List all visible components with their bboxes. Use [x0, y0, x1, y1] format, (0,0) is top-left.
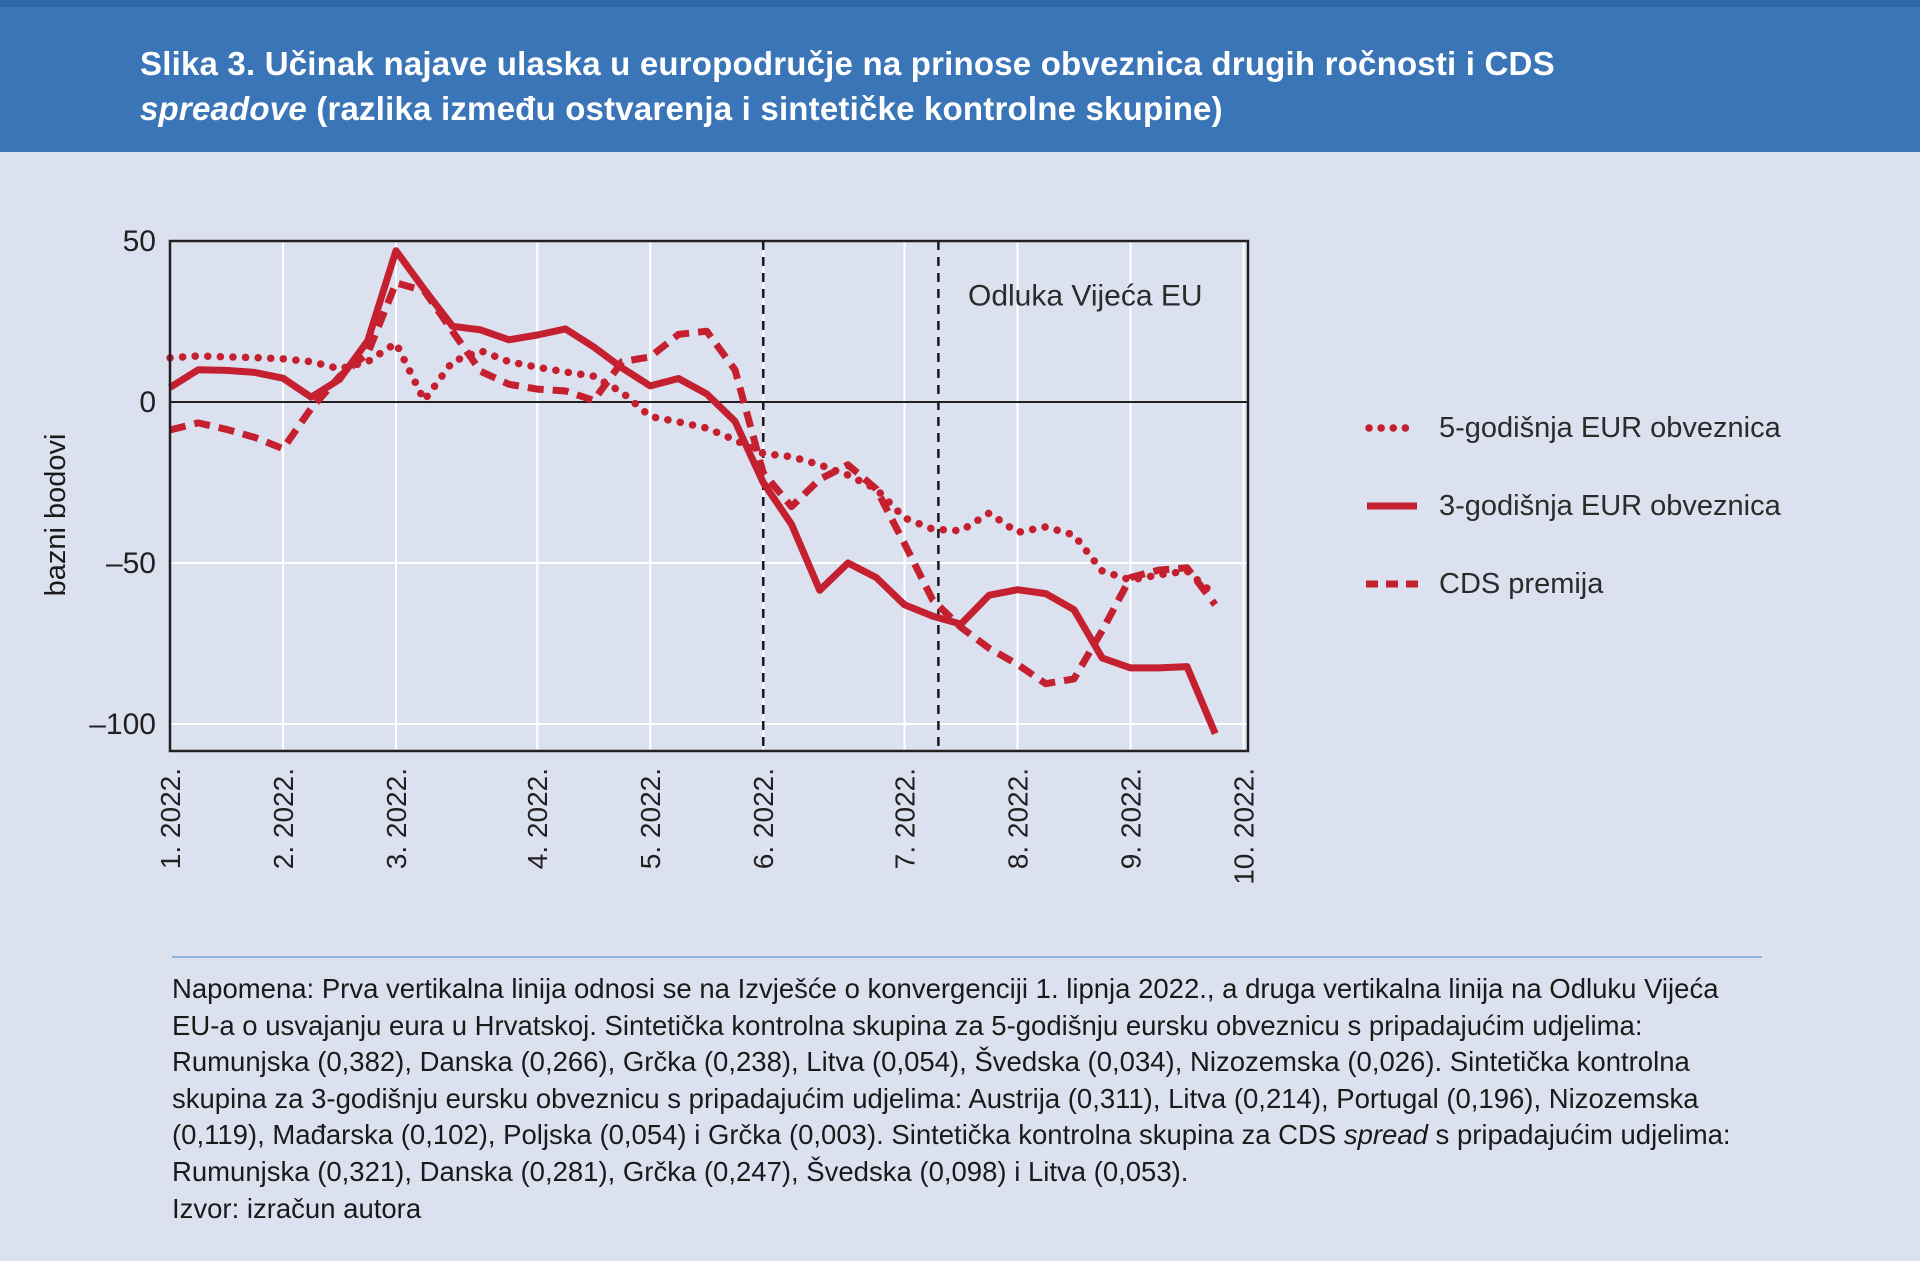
y-tick-label: –50: [106, 547, 156, 580]
note-italic: spread: [1343, 1119, 1428, 1150]
legend-swatch-dotted-icon: [1365, 424, 1419, 432]
y-tick-label: –100: [89, 708, 156, 741]
legend-label: 5-godišnja EUR obveznica: [1439, 411, 1781, 444]
series-line-dotted: [166, 339, 1219, 599]
x-tick-label: 6. 2022.: [748, 768, 779, 869]
series-line-solid: [168, 247, 1219, 735]
y-tick-label: 50: [123, 225, 156, 258]
x-tick-label: 10. 2022.: [1228, 768, 1259, 885]
x-tick-label: 8. 2022.: [1002, 768, 1033, 869]
figure-title: Slika 3. Učinak najave ulaska u europodr…: [140, 41, 1560, 131]
annotation-odluka-vijeca-eu: Odluka Vijeća EU: [968, 279, 1203, 312]
y-tick-label: 0: [139, 386, 156, 419]
line-chart: 50 0 –50 –100 1. 2022. 2. 2022. 3. 2022. 4. 202…: [40, 225, 1259, 885]
legend-swatch-solid-icon: [1367, 502, 1417, 510]
legend-swatch-dashed-icon: [1366, 580, 1419, 588]
legend-item-5y-bond: 5-godišnja EUR obveznica: [1365, 412, 1781, 444]
legend-item-3y-bond: 3-godišnja EUR obveznica: [1365, 490, 1781, 522]
chart-legend: 5-godišnja EUR obveznica 3-godišnja EUR …: [1365, 412, 1781, 600]
legend-label: CDS premija: [1439, 567, 1604, 600]
note-part2: s pripadajućim udjelima: Rumunjska (0,32…: [172, 1119, 1731, 1187]
figure-title-part2: (razlika između ostvarenja i sintetičke …: [306, 90, 1223, 127]
x-tick-label: 2. 2022.: [268, 768, 299, 869]
legend-label: 3-godišnja EUR obveznica: [1439, 489, 1781, 522]
x-tick-label: 4. 2022.: [522, 768, 553, 869]
source-line: Izvor: izračun autora: [172, 1193, 422, 1224]
x-tick-label: 5. 2022.: [635, 768, 666, 869]
x-tick-label: 9. 2022.: [1115, 768, 1146, 869]
y-axis-title: bazni bodovi: [40, 434, 72, 597]
legend-item-cds: CDS premija: [1365, 568, 1781, 600]
x-tick-label: 7. 2022.: [889, 768, 920, 869]
figure-note: Napomena: Prva vertikalna linija odnosi …: [172, 971, 1772, 1228]
figure-header-band: Slika 3. Učinak najave ulaska u europodr…: [0, 0, 1920, 152]
figure-title-part1: Slika 3. Učinak najave ulaska u europodr…: [140, 45, 1555, 82]
x-tick-label: 1. 2022.: [155, 768, 186, 869]
note-text: Napomena: Prva vertikalna linija odnosi …: [172, 971, 1772, 1190]
note-divider: [172, 956, 1762, 958]
plot-border: [168, 239, 1250, 753]
x-tick-label: 3. 2022.: [381, 768, 412, 869]
figure-title-italic: spreadove: [140, 90, 307, 127]
series-line-dashed: [169, 279, 1218, 688]
note-part1: Napomena: Prva vertikalna linija odnosi …: [172, 973, 1719, 1150]
